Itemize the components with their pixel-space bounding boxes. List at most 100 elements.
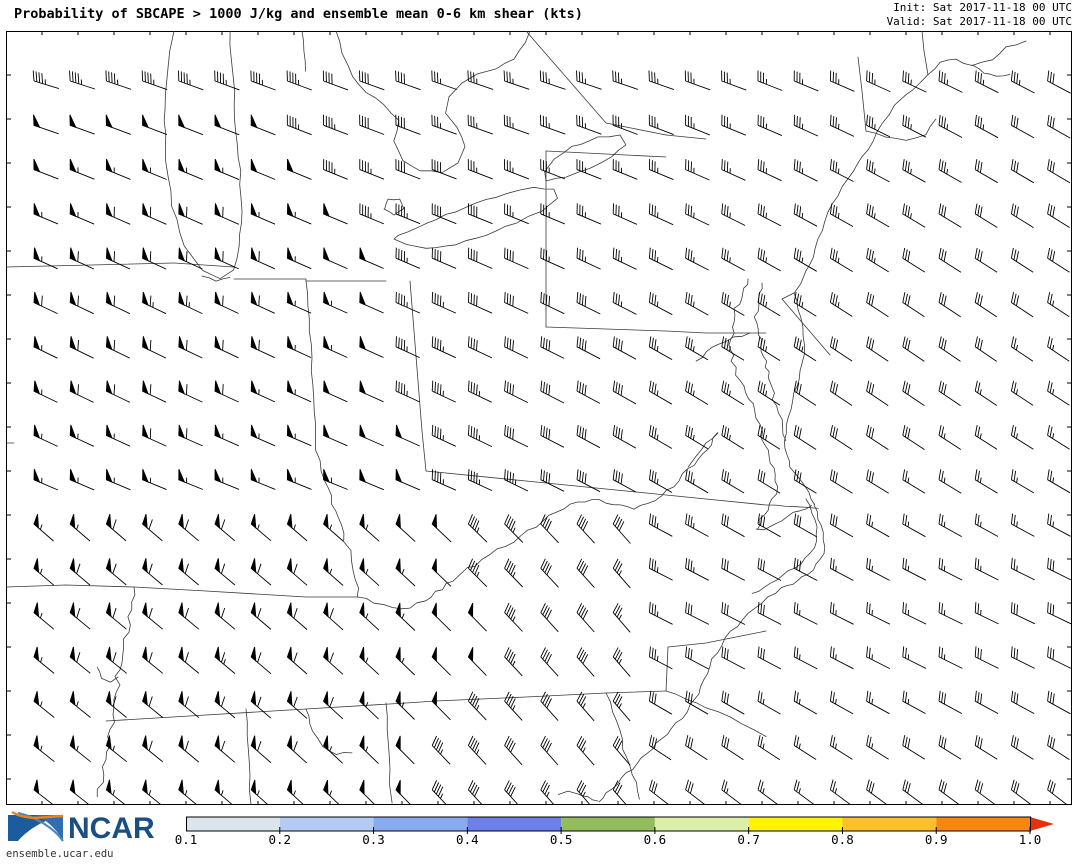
barb-pennant-50kt: [105, 779, 112, 795]
wind-barb: [648, 690, 673, 715]
barb-full-10kt: [902, 557, 905, 569]
barb-shaft: [685, 213, 710, 226]
barb-pennant-50kt: [359, 735, 365, 751]
barb-pennant-50kt: [105, 114, 113, 129]
barb-full-10kt: [580, 518, 587, 529]
wind-barb: [69, 735, 91, 763]
wind-barb: [1010, 779, 1033, 805]
barb-full-10kt: [648, 557, 651, 569]
wind-barb: [612, 203, 638, 225]
wind-barb: [902, 203, 926, 228]
barb-full-10kt: [943, 162, 947, 173]
barb-full-10kt: [510, 520, 516, 531]
barb-full-10kt: [1052, 738, 1056, 749]
barb-shaft: [721, 213, 746, 226]
barb-full-10kt: [1052, 693, 1055, 705]
barb-full-10kt: [941, 71, 943, 83]
wind-barb: [214, 70, 240, 91]
barb-half-5kt: [871, 698, 873, 705]
barb-shaft: [287, 80, 312, 91]
barb-shaft: [794, 80, 819, 92]
wind-barb: [1010, 380, 1034, 406]
barb-shaft: [613, 213, 638, 225]
barb-full-10kt: [510, 609, 516, 620]
barb-full-10kt: [871, 472, 874, 483]
barb-full-10kt: [618, 472, 621, 483]
barb-full-10kt: [974, 425, 978, 436]
barb-half-5kt: [365, 613, 369, 619]
wind-barb: [829, 336, 853, 362]
barb-shaft: [721, 479, 745, 494]
barb-shaft: [504, 390, 529, 404]
wind-barb: [359, 424, 384, 447]
barb-full-10kt: [77, 251, 79, 262]
barb-full-10kt: [832, 470, 836, 482]
barb-full-10kt: [542, 71, 545, 83]
barb-full-10kt: [1016, 117, 1019, 129]
barb-full-10kt: [1047, 203, 1050, 214]
barb-pennant-50kt: [214, 646, 221, 662]
barb-full-10kt: [762, 472, 766, 483]
barb-pennant-50kt: [33, 779, 40, 795]
map-frame-border: [6, 31, 1072, 805]
barb-full-10kt: [540, 558, 546, 569]
wind-barb: [902, 425, 925, 450]
wind-barb: [540, 691, 559, 721]
barb-full-10kt: [504, 691, 510, 702]
barb-half-5kt: [656, 434, 659, 440]
wind-barb: [938, 380, 961, 406]
wind-barb: [721, 380, 745, 406]
barb-shaft: [576, 567, 595, 588]
barb-full-10kt: [540, 780, 547, 791]
barb-full-10kt: [576, 424, 579, 436]
barb-shaft: [938, 346, 961, 362]
barb-shaft: [540, 745, 559, 766]
barb-full-10kt: [1013, 692, 1016, 703]
barb-shaft: [793, 745, 817, 760]
wind-barb: [214, 469, 240, 490]
barb-pennant-50kt: [142, 735, 148, 751]
colorbar-tick-label: 1.0: [1018, 832, 1042, 847]
map-canvas[interactable]: [6, 31, 1072, 805]
ncar-logo[interactable]: NCAR: [6, 810, 154, 844]
barb-half-5kt: [871, 521, 873, 528]
barb-full-10kt: [904, 470, 908, 482]
wind-barb: [721, 159, 746, 181]
barb-full-10kt: [974, 159, 978, 170]
barb-full-10kt: [902, 735, 906, 746]
wind-barb: [105, 513, 127, 542]
barb-full-10kt: [578, 782, 585, 793]
wind-barb: [105, 70, 132, 90]
boundary-path: [383, 198, 405, 216]
barb-shaft: [468, 567, 488, 588]
barb-full-10kt: [799, 560, 802, 572]
boundary-path: [393, 186, 558, 249]
barb-full-10kt: [760, 736, 764, 748]
wind-barb: [685, 336, 709, 361]
barb-full-10kt: [612, 647, 619, 658]
barb-shaft: [685, 789, 707, 805]
wind-barb: [685, 292, 709, 316]
colorbar[interactable]: 0.1 0.2 0.3 0.4 0.5 0.6 0.7 0.8 0.9 1.0: [175, 816, 1070, 856]
barb-full-10kt: [506, 605, 512, 615]
barb-full-10kt: [220, 696, 226, 707]
wind-barb: [612, 735, 631, 766]
barb-half-5kt: [1016, 521, 1018, 527]
barb-full-10kt: [866, 690, 869, 702]
barb-full-10kt: [77, 384, 79, 395]
barb-full-10kt: [612, 424, 616, 436]
barb-half-5kt: [620, 301, 623, 307]
barb-full-10kt: [938, 114, 941, 126]
wind-barb: [757, 646, 782, 670]
map-panel[interactable]: [6, 31, 1072, 805]
wind-barb: [793, 735, 817, 760]
wind-barb: [539, 70, 566, 90]
boundary-path: [753, 282, 787, 442]
wind-barb: [757, 114, 783, 137]
wind-barb: [431, 469, 457, 491]
boundary-path: [765, 504, 819, 509]
wind-barb: [1047, 469, 1071, 494]
barb-full-10kt: [974, 247, 978, 259]
barb-half-5kt: [907, 477, 910, 483]
barb-full-10kt: [616, 651, 623, 662]
